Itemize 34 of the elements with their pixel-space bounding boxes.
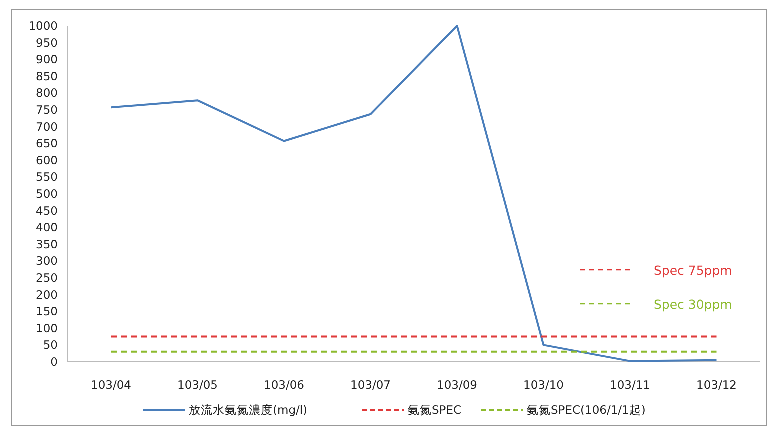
y-tick-label: 950 — [36, 36, 58, 50]
x-tick-label: 103/07 — [350, 378, 391, 392]
y-tick-label: 200 — [36, 288, 58, 302]
legend-label: 氨氮SPEC(106/1/1起) — [527, 403, 646, 417]
annotation: Spec 30ppm — [654, 297, 732, 312]
x-tick-label: 103/06 — [264, 378, 304, 392]
x-tick-label: 103/10 — [524, 378, 564, 392]
legend-label: 氨氮SPEC — [408, 403, 462, 417]
x-tick-label: 103/09 — [437, 378, 478, 392]
y-tick-label: 300 — [36, 254, 58, 268]
y-tick-label: 350 — [36, 237, 58, 252]
y-tick-label: 500 — [36, 187, 58, 201]
legend-label: 放流水氨氮濃度(mg/l) — [189, 403, 308, 417]
y-tick-label: 750 — [36, 103, 58, 117]
y-tick-label: 250 — [36, 271, 58, 285]
y-tick-label: 150 — [36, 304, 58, 319]
y-tick-label: 1000 — [28, 19, 58, 33]
y-tick-label: 650 — [36, 136, 58, 151]
y-tick-label: 800 — [36, 86, 58, 100]
y-tick-label: 400 — [36, 220, 58, 235]
x-tick-label: 103/11 — [610, 378, 650, 392]
y-tick-label: 0 — [50, 355, 58, 369]
y-tick-label: 700 — [36, 120, 58, 134]
y-tick-label: 100 — [36, 321, 58, 336]
y-tick-label: 550 — [36, 170, 58, 184]
y-tick-label: 900 — [36, 52, 58, 67]
y-tick-label: 450 — [36, 204, 58, 218]
x-tick-label: 103/05 — [178, 378, 218, 392]
annotation: Spec 75ppm — [654, 263, 732, 278]
x-tick-label: 103/04 — [91, 378, 132, 392]
y-tick-label: 600 — [36, 153, 58, 168]
x-tick-label: 103/12 — [696, 378, 737, 392]
y-tick-label: 50 — [43, 338, 58, 352]
y-tick-label: 850 — [36, 69, 58, 84]
